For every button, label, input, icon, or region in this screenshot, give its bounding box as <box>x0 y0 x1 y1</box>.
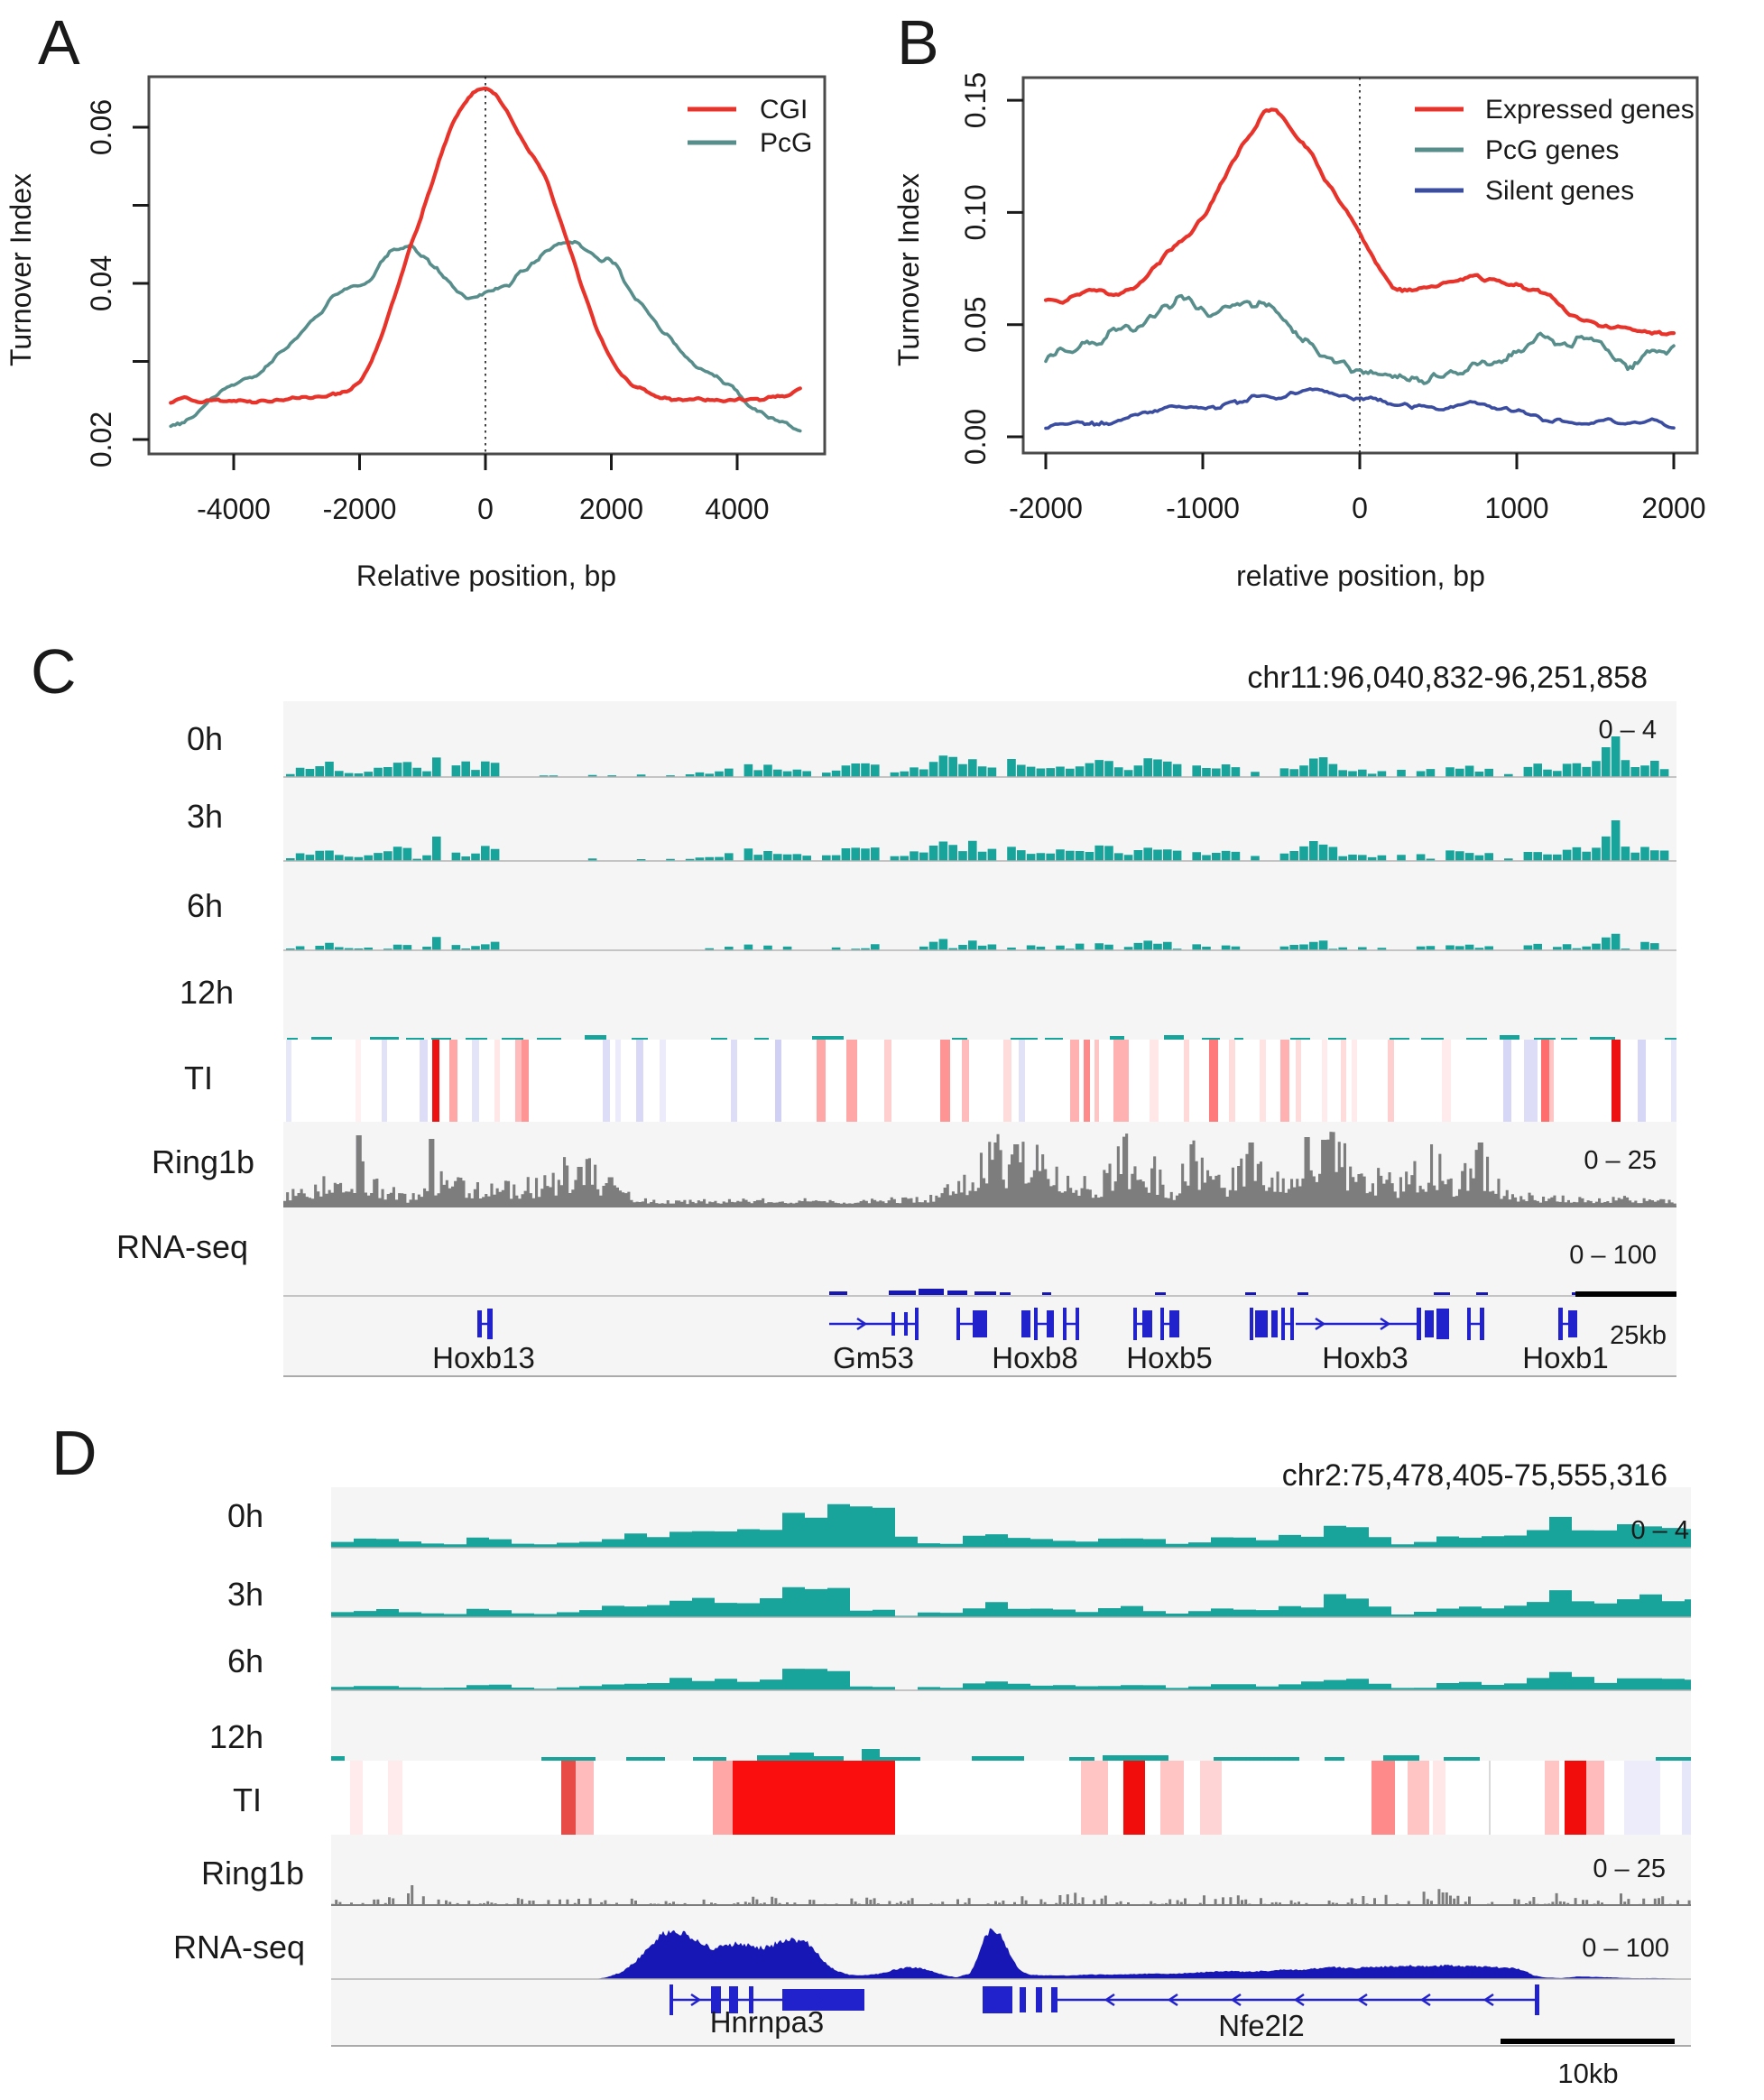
svg-text:B: B <box>897 7 939 78</box>
svg-text:RNA-seq: RNA-seq <box>116 1228 248 1265</box>
svg-text:PcG genes: PcG genes <box>1485 135 1619 165</box>
svg-text:Ring1b: Ring1b <box>201 1855 304 1892</box>
svg-text:0: 0 <box>1352 492 1368 524</box>
svg-text:25kb: 25kb <box>1610 1321 1667 1350</box>
svg-text:0.10: 0.10 <box>959 184 992 240</box>
svg-text:CGI: CGI <box>760 95 808 125</box>
svg-text:Relative position, bp: Relative position, bp <box>356 560 616 592</box>
svg-text:0.06: 0.06 <box>85 99 117 155</box>
svg-text:Turnover Index: Turnover Index <box>892 173 925 366</box>
svg-text:6h: 6h <box>187 887 223 924</box>
svg-text:Hoxb1: Hoxb1 <box>1522 1341 1608 1374</box>
svg-text:A: A <box>38 7 80 78</box>
svg-text:0.04: 0.04 <box>85 255 117 311</box>
svg-text:4000: 4000 <box>705 493 769 525</box>
svg-text:2000: 2000 <box>1641 492 1705 524</box>
svg-text:6h: 6h <box>227 1642 263 1679</box>
svg-text:-2000: -2000 <box>323 493 397 525</box>
svg-text:Nfe2l2: Nfe2l2 <box>1218 2009 1304 2042</box>
svg-text:RNA-seq: RNA-seq <box>173 1929 305 1966</box>
svg-text:Hnrnpa3: Hnrnpa3 <box>710 2005 825 2039</box>
svg-text:10kb: 10kb <box>1557 2058 1618 2089</box>
svg-text:0: 0 <box>477 493 494 525</box>
svg-text:12h: 12h <box>180 974 234 1011</box>
svg-text:0.02: 0.02 <box>85 412 117 467</box>
svg-text:0 – 4: 0 – 4 <box>1599 716 1658 745</box>
svg-text:0 – 25: 0 – 25 <box>1593 1855 1666 1883</box>
svg-text:0.15: 0.15 <box>959 72 992 128</box>
svg-text:PcG: PcG <box>760 128 812 158</box>
svg-text:0 – 100: 0 – 100 <box>1569 1241 1657 1270</box>
svg-text:0 – 100: 0 – 100 <box>1582 1934 1669 1963</box>
svg-text:C: C <box>31 636 77 707</box>
svg-text:0 – 4: 0 – 4 <box>1631 1516 1690 1545</box>
svg-text:-1000: -1000 <box>1166 492 1240 524</box>
svg-text:Hoxb3: Hoxb3 <box>1322 1341 1408 1374</box>
svg-text:relative position, bp: relative position, bp <box>1236 560 1485 592</box>
svg-text:0.00: 0.00 <box>959 409 992 465</box>
svg-text:2000: 2000 <box>579 493 643 525</box>
svg-text:Turnover Index: Turnover Index <box>5 173 37 366</box>
svg-text:TI: TI <box>233 1781 262 1818</box>
svg-text:Expressed genes: Expressed genes <box>1485 95 1695 125</box>
svg-text:0 – 25: 0 – 25 <box>1584 1146 1657 1175</box>
svg-text:-2000: -2000 <box>1009 492 1083 524</box>
svg-text:chr2:75,478,405-75,555,316: chr2:75,478,405-75,555,316 <box>1282 1458 1667 1493</box>
svg-text:Gm53: Gm53 <box>833 1341 914 1374</box>
svg-text:Silent genes: Silent genes <box>1485 176 1634 206</box>
svg-text:0h: 0h <box>187 720 223 757</box>
svg-text:3h: 3h <box>227 1576 263 1613</box>
svg-text:12h: 12h <box>209 1718 263 1755</box>
svg-text:0h: 0h <box>227 1497 263 1534</box>
svg-text:0.05: 0.05 <box>959 297 992 353</box>
svg-text:chr11:96,040,832-96,251,858: chr11:96,040,832-96,251,858 <box>1247 661 1648 695</box>
svg-text:Ring1b: Ring1b <box>152 1143 254 1180</box>
svg-text:-4000: -4000 <box>197 493 271 525</box>
svg-text:Hoxb5: Hoxb5 <box>1126 1341 1212 1374</box>
svg-text:1000: 1000 <box>1484 492 1548 524</box>
svg-text:Hoxb8: Hoxb8 <box>992 1341 1077 1374</box>
svg-text:Hoxb13: Hoxb13 <box>432 1341 535 1374</box>
svg-text:3h: 3h <box>187 798 223 835</box>
svg-text:TI: TI <box>184 1059 213 1096</box>
svg-text:D: D <box>51 1418 97 1488</box>
